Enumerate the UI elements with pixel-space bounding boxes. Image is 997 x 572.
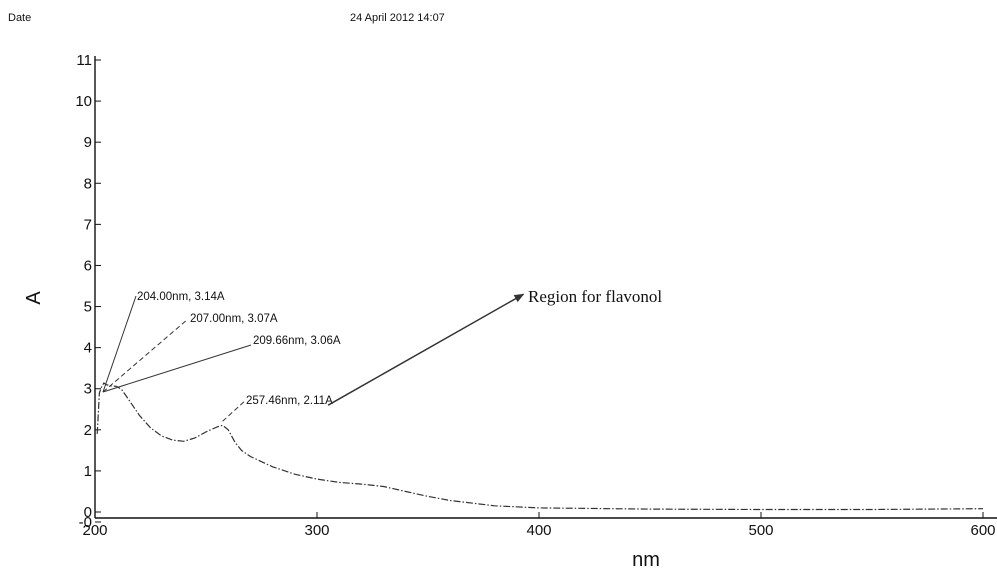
peak-label: 257.46nm, 2.11A [246,395,333,407]
y-tick-label: 4 [84,340,92,357]
y-tick-label: 11 [76,52,92,69]
peak-label: 207.00nm, 3.07A [190,313,278,325]
series-group [96,382,984,511]
region-arrow [327,293,525,406]
y-tick-label: 2 [84,422,92,439]
x-axis-title: nm [632,549,660,571]
x-tick-label: 400 [526,522,551,539]
peak-leader-line [102,344,252,393]
spectrum-line [96,382,984,511]
peak-leader-line [102,318,189,393]
region-label: Region for flavonol [528,287,662,306]
y-tick-label: 9 [84,134,92,151]
y-tick-label: 5 [84,299,92,316]
tick-group: 200 300 400 500 600 -00 1 2 3 4 5 6 7 8 9 10 11 [75,52,995,539]
y-tick-label: 6 [84,257,92,274]
y-tick-label: -0 [79,514,92,531]
y-tick-label: 7 [84,216,92,233]
header-date-value: 24 April 2012 14:07 [350,12,445,24]
annotation-group: 204.00nm, 3.14A 207.00nm, 3.07A 209.66nm, … [102,287,662,422]
axes [94,56,997,519]
header-date-label: Date [8,12,32,24]
x-tick-label: 300 [304,522,329,539]
peak-leader-line [222,399,247,422]
peak-leader-line [102,295,137,393]
y-tick-label: 8 [84,175,92,192]
y-tick-label: 0 [84,504,92,521]
y-axis-title: A [23,291,45,305]
x-tick-label: 200 [82,522,107,539]
y-tick-label: 1 [84,463,92,480]
x-tick-label: 500 [748,522,773,539]
x-tick-label: 600 [970,522,995,539]
peak-label: 204.00nm, 3.14A [137,291,225,303]
y-tick-label: 10 [75,93,92,110]
y-tick-label: 3 [84,381,92,398]
peak-label: 209.66nm, 3.06A [253,335,341,347]
